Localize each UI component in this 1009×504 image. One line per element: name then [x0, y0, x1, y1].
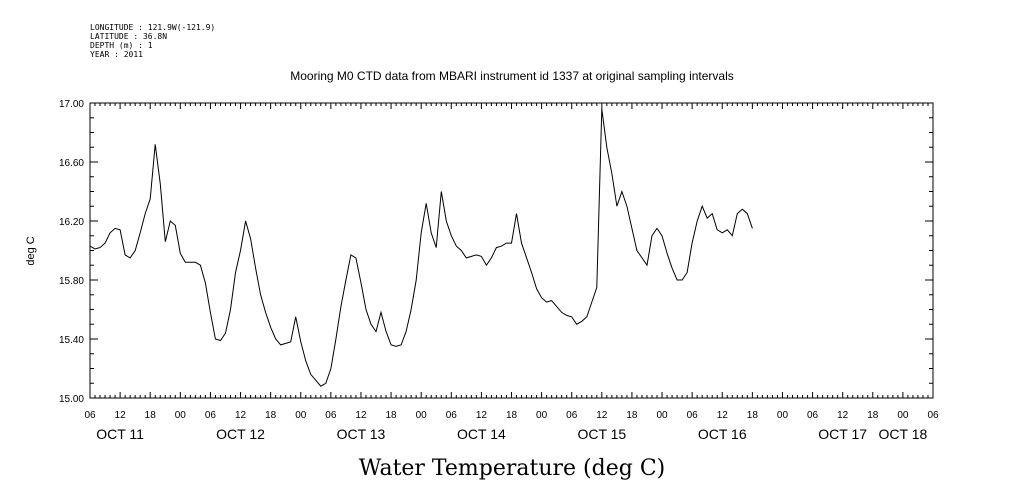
x-tick-label: 00 [416, 410, 428, 421]
x-tick-label: 06 [446, 410, 458, 421]
x-tick-label: 12 [596, 410, 608, 421]
x-day-label: OCT 12 [216, 426, 265, 442]
meta-depth: DEPTH (m) : 1 [90, 41, 153, 50]
x-tick-label: 12 [717, 410, 729, 421]
tick-marks [89, 102, 934, 399]
x-tick-label: 18 [145, 410, 157, 421]
x-tick-label: 00 [536, 410, 548, 421]
x-day-label: OCT 11 [96, 426, 144, 442]
x-tick-label: 00 [295, 410, 307, 421]
x-tick-label: 06 [687, 410, 699, 421]
x-tick-label: 12 [837, 410, 849, 421]
x-day-label: OCT 15 [577, 426, 626, 442]
x-tick-label: 00 [777, 410, 789, 421]
y-tick-label: 15.40 [59, 335, 84, 346]
x-day-label: OCT 18 [879, 426, 928, 442]
x-tick-label: 06 [927, 410, 939, 421]
x-tick-label: 18 [626, 410, 638, 421]
x-tick-label: 18 [506, 410, 518, 421]
x-tick-label: 18 [386, 410, 398, 421]
x-tick-label: 00 [175, 410, 187, 421]
meta-block: LONGITUDE : 121.9W(-121.9) LATITUDE : 36… [90, 23, 215, 59]
x-axis-label: Water Temperature (deg C) [359, 456, 666, 481]
meta-latitude: LATITUDE : 36.8N [90, 32, 167, 41]
series-line [89, 108, 753, 387]
x-tick-label: 00 [897, 410, 909, 421]
x-tick-label: 06 [84, 410, 96, 421]
y-axis-label: deg C [25, 236, 37, 265]
x-tick-label: 18 [265, 410, 277, 421]
x-tick-label: 18 [747, 410, 759, 421]
x-day-label: OCT 16 [698, 426, 747, 442]
y-tick-label: 15.00 [59, 394, 84, 405]
x-day-labels: OCT 11 OCT 12 OCT 13 OCT 14 OCT 15 OCT 16 OCT … [96, 426, 927, 442]
chart-title: Mooring M0 CTD data from MBARI instrumen… [290, 69, 734, 83]
x-tick-label: 06 [566, 410, 578, 421]
x-tick-label: 06 [325, 410, 337, 421]
y-tick-label: 16.60 [59, 158, 84, 169]
y-tick-label: 15.80 [59, 276, 84, 287]
x-tick-label: 12 [476, 410, 488, 421]
x-tick-label: 12 [115, 410, 127, 421]
x-tick-label: 06 [807, 410, 819, 421]
plot-frame [89, 102, 934, 399]
x-day-label: OCT 14 [457, 426, 506, 442]
x-tick-label: 00 [656, 410, 668, 421]
x-tick-label: 18 [867, 410, 879, 421]
y-tick-label: 16.20 [59, 217, 84, 228]
y-tick-label: 17.00 [59, 99, 84, 110]
meta-year: YEAR : 2011 [90, 50, 143, 59]
meta-longitude: LONGITUDE : 121.9W(-121.9) [90, 23, 215, 32]
y-tick-labels: 15.00 15.40 15.80 16.20 16.60 17.00 [59, 99, 84, 405]
x-day-label: OCT 17 [818, 426, 867, 442]
x-tick-label: 12 [355, 410, 367, 421]
x-tick-labels: 06 12 18 00 06 12 18 00 06 12 18 00 06 12 18 00 06 12 18 00… [84, 410, 939, 421]
x-tick-label: 06 [205, 410, 217, 421]
x-tick-label: 12 [235, 410, 247, 421]
x-day-label: OCT 13 [337, 426, 386, 442]
